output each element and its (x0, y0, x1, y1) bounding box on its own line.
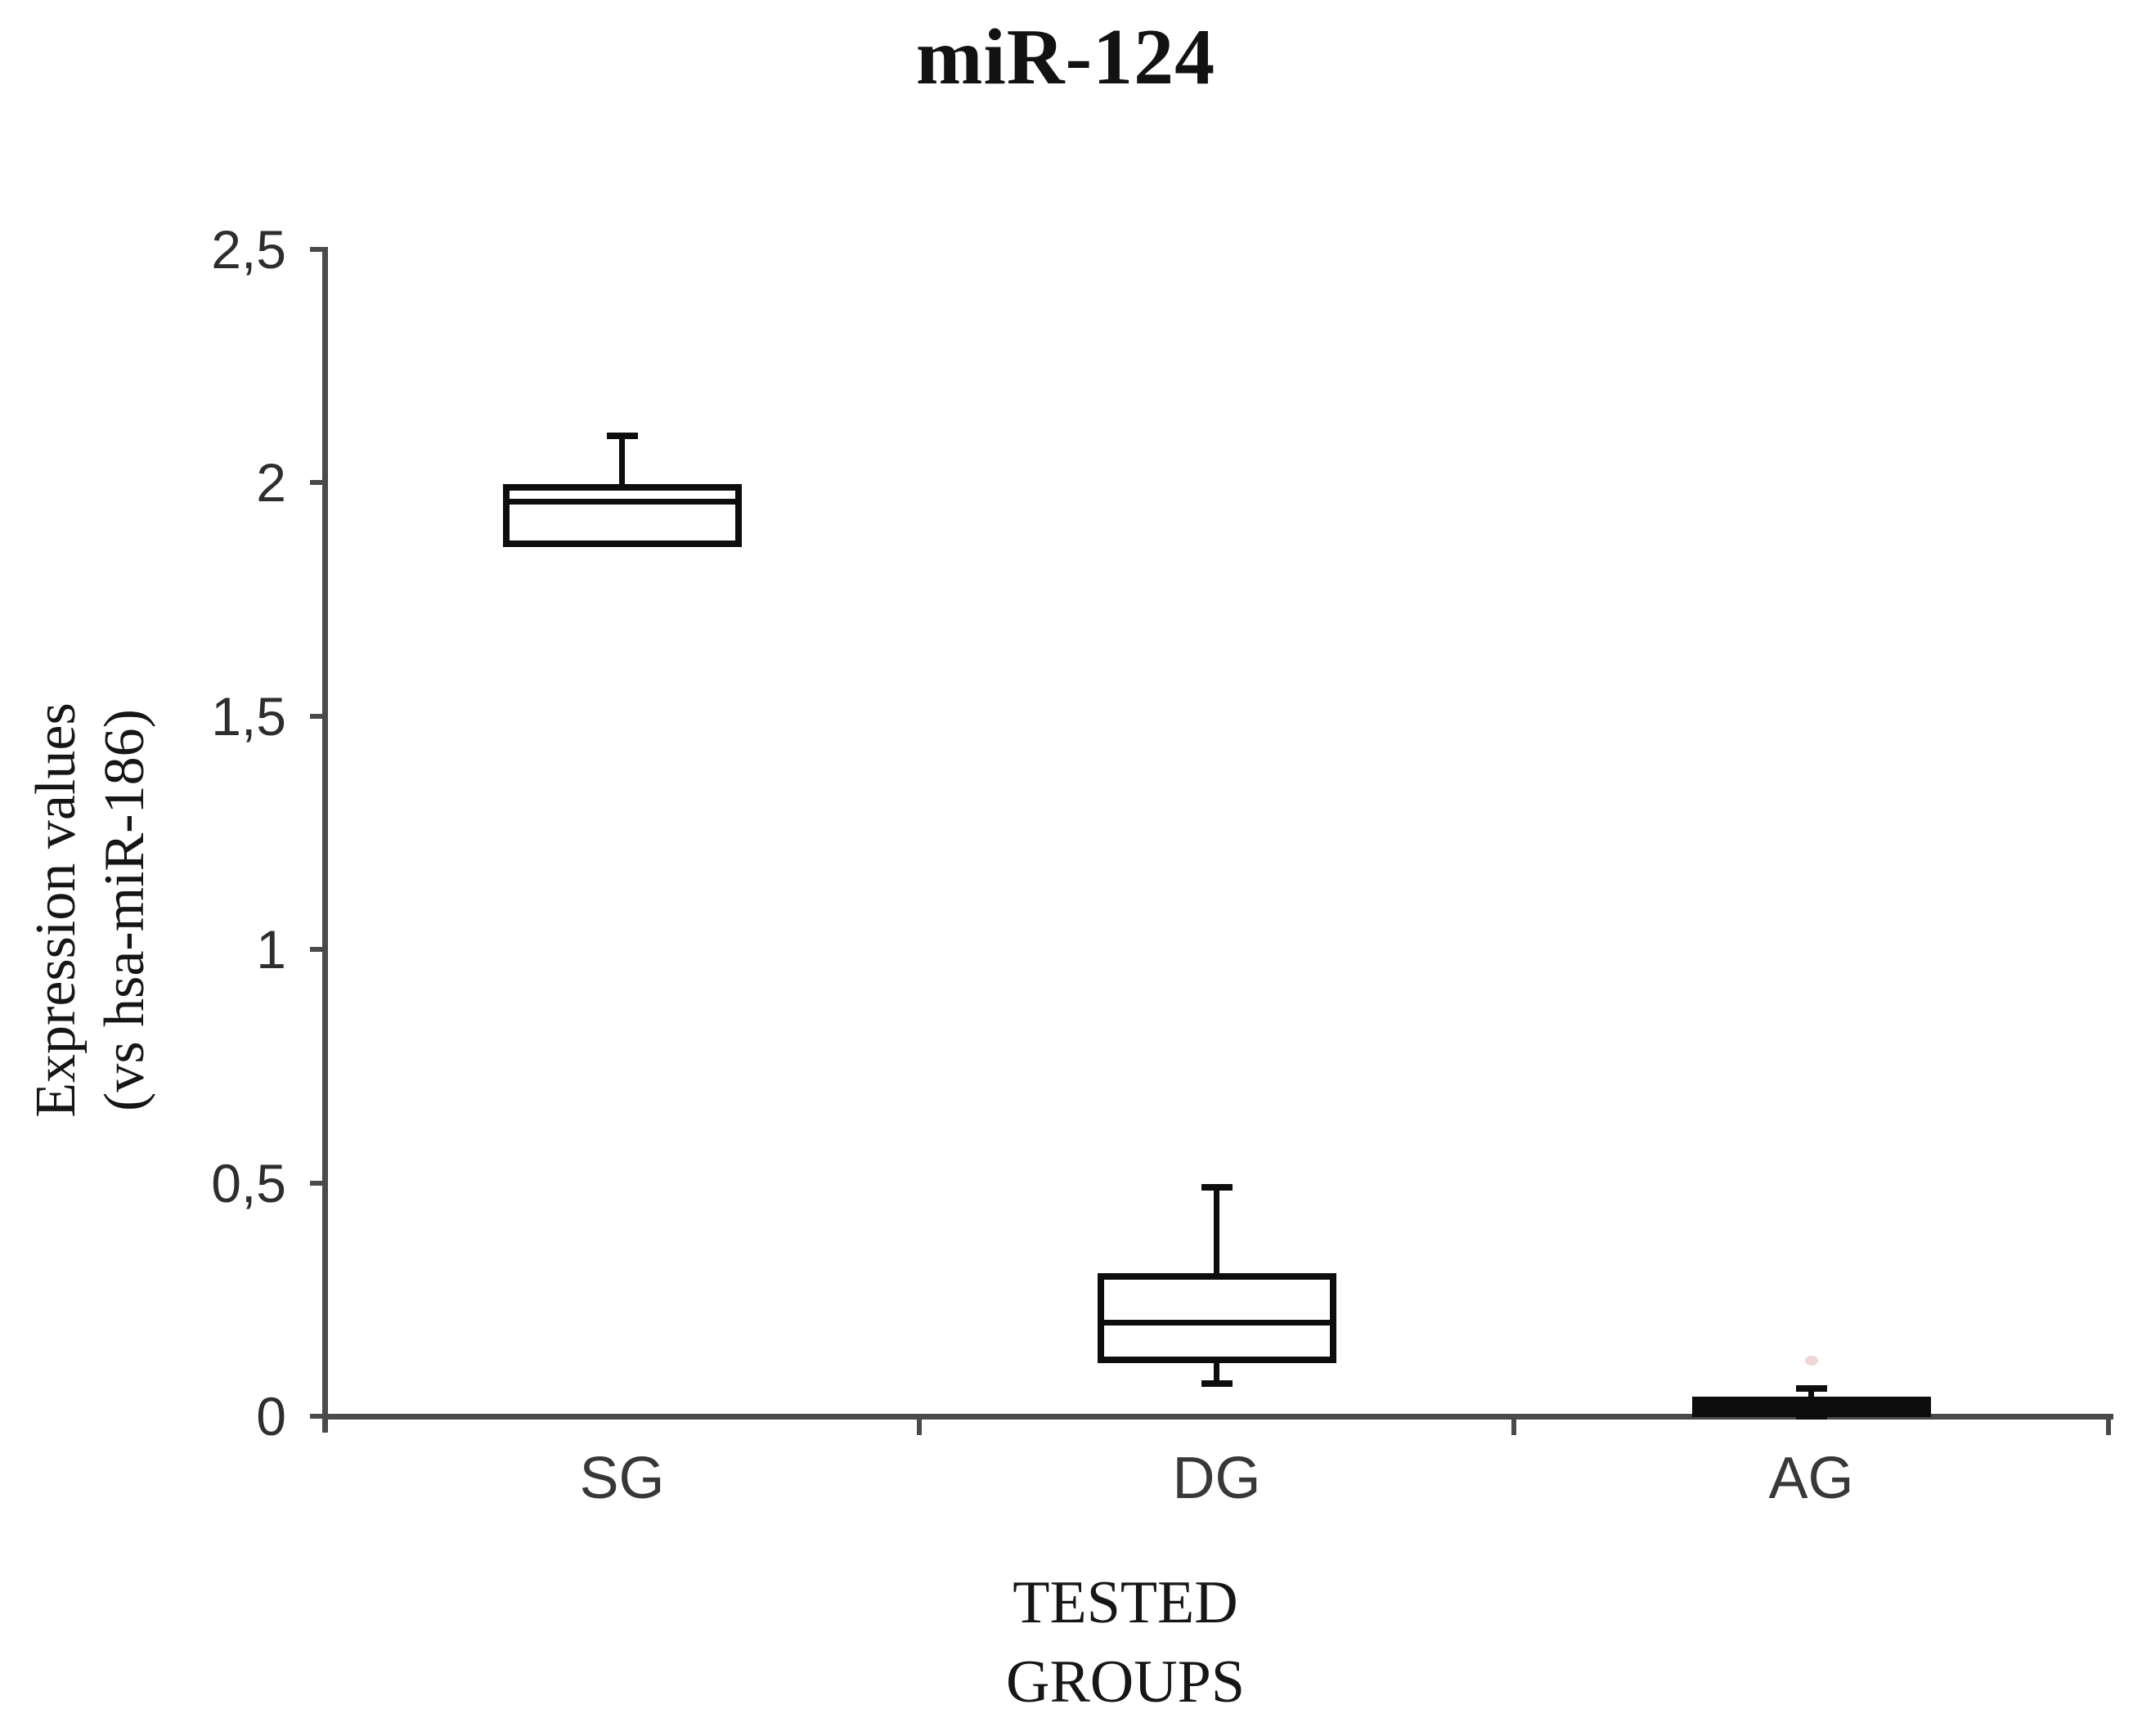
category-label-ag: AG (1768, 1446, 1854, 1511)
y-tick (310, 1180, 325, 1186)
y-tick-label: 2 (256, 452, 286, 514)
category-label-sg: SG (579, 1446, 665, 1511)
y-tick-label: 2,5 (211, 219, 286, 280)
median-line (1097, 1320, 1336, 1326)
upper-whisker-stem (619, 436, 625, 488)
y-tick-label: 1,5 (211, 685, 286, 747)
y-tick (310, 480, 325, 486)
y-tick (310, 713, 325, 719)
median-line (502, 498, 742, 505)
y-tick (310, 947, 325, 953)
chart-title: miR-124 (915, 13, 1216, 101)
lower-whisker-stem (1214, 1360, 1219, 1384)
y-tick (310, 1414, 325, 1419)
lower-whisker-cap (1201, 1380, 1233, 1388)
x-axis-line (322, 1414, 2113, 1420)
upper-whisker-stem (1808, 1388, 1814, 1401)
box-ag (1691, 1397, 1931, 1418)
upper-whisker-cap (606, 433, 638, 440)
y-axis-line (322, 247, 328, 1433)
y-tick-label: 0 (256, 1386, 286, 1447)
upper-whisker-cap (1795, 1384, 1827, 1392)
box-dg (1097, 1272, 1336, 1364)
y-tick (310, 247, 325, 252)
x-tick (1511, 1419, 1516, 1435)
y-tick-label: 1 (256, 919, 286, 980)
upper-whisker-cap (1201, 1184, 1233, 1191)
x-axis-title-line1: TESTED (1013, 1569, 1238, 1636)
x-axis-title: TESTED GROUPS (1006, 1563, 1245, 1722)
x-axis-title-line2: GROUPS (1006, 1649, 1245, 1716)
category-label-dg: DG (1172, 1446, 1261, 1511)
box-sg (502, 484, 742, 547)
y-tick-label: 0,5 (211, 1152, 286, 1213)
x-tick (917, 1419, 922, 1435)
x-tick (2106, 1419, 2111, 1435)
upper-whisker-stem (1214, 1187, 1219, 1276)
outlier-dot (1804, 1355, 1818, 1366)
